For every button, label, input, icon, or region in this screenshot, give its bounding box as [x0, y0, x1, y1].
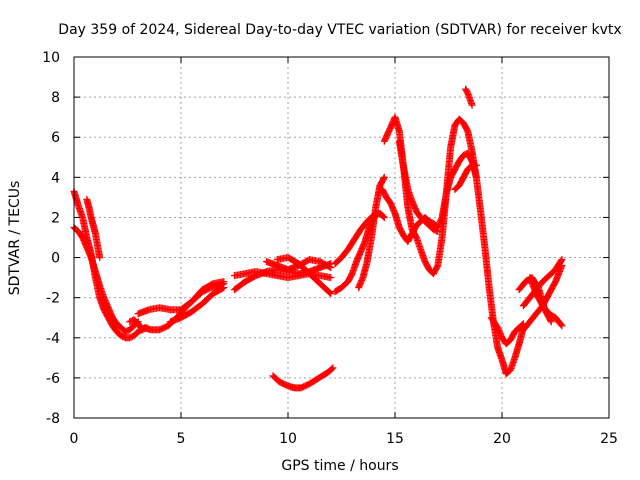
data-point	[325, 263, 333, 271]
data-point	[328, 365, 336, 373]
axis-ticks: 0 5 10 15 20 25 -8 -6 -4 -2 0 2 4 6 8 10	[42, 50, 618, 447]
x-tick-label: 25	[600, 431, 618, 447]
data-point	[220, 284, 228, 292]
data-point	[472, 173, 480, 181]
x-tick-label: 10	[279, 431, 297, 447]
data-point	[434, 227, 442, 235]
data-point	[96, 254, 104, 262]
data-point	[380, 175, 388, 183]
data-point	[327, 274, 335, 282]
data-point	[143, 324, 151, 332]
data-point	[472, 161, 480, 169]
data-point	[380, 173, 388, 181]
series-arc-b	[70, 223, 142, 336]
y-tick-label: 2	[51, 210, 60, 226]
data-point	[379, 212, 387, 220]
series-arc-k	[269, 364, 337, 392]
data-point	[329, 364, 337, 372]
x-tick-label: 20	[493, 431, 511, 447]
y-tick-label: 4	[51, 170, 60, 186]
data-points	[70, 85, 566, 392]
series-arc-s	[462, 85, 476, 109]
data-point	[432, 227, 440, 235]
y-tick-label: 6	[51, 130, 60, 146]
series-arc-x	[526, 274, 566, 330]
series-arc-n	[355, 173, 388, 292]
y-tick-label: 0	[51, 251, 60, 267]
y-tick-label: -4	[46, 331, 60, 347]
data-point	[558, 322, 566, 330]
series-arc-j	[273, 254, 335, 298]
chart-title: Day 359 of 2024, Sidereal Day-to-day VTE…	[58, 22, 621, 38]
data-point	[327, 264, 335, 272]
data-point	[558, 256, 566, 264]
data-point	[380, 213, 388, 221]
data-point	[468, 101, 476, 109]
x-tick-label: 5	[177, 431, 186, 447]
grid-lines	[74, 57, 609, 418]
series-arc-e	[134, 278, 228, 318]
y-tick-label: 10	[42, 50, 60, 66]
plot-frame	[73, 56, 610, 419]
data-point	[326, 289, 334, 297]
data-point	[220, 278, 228, 286]
series-arc-p	[378, 149, 480, 246]
x-tick-label: 0	[70, 431, 79, 447]
data-point	[557, 257, 565, 265]
y-tick-label: -2	[46, 291, 60, 307]
y-tick-label: -8	[46, 411, 60, 427]
series-arc-t	[487, 314, 527, 348]
data-point	[218, 284, 226, 292]
series-arc-q	[395, 137, 442, 235]
data-point	[547, 316, 555, 324]
series-arc-f	[166, 284, 228, 326]
data-point	[327, 290, 335, 298]
y-axis-label: SDTVAR / TECUs	[7, 181, 23, 296]
x-tick-label: 15	[386, 431, 404, 447]
y-tick-label: 8	[51, 90, 60, 106]
series-arc-d	[126, 316, 151, 334]
series-arc-c	[83, 195, 104, 262]
y-tick-label: -6	[46, 371, 60, 387]
x-axis-label: GPS time / hours	[281, 458, 398, 474]
data-point	[547, 318, 555, 326]
data-point	[141, 324, 149, 332]
data-point	[557, 321, 565, 329]
series-arc-r	[451, 161, 480, 193]
